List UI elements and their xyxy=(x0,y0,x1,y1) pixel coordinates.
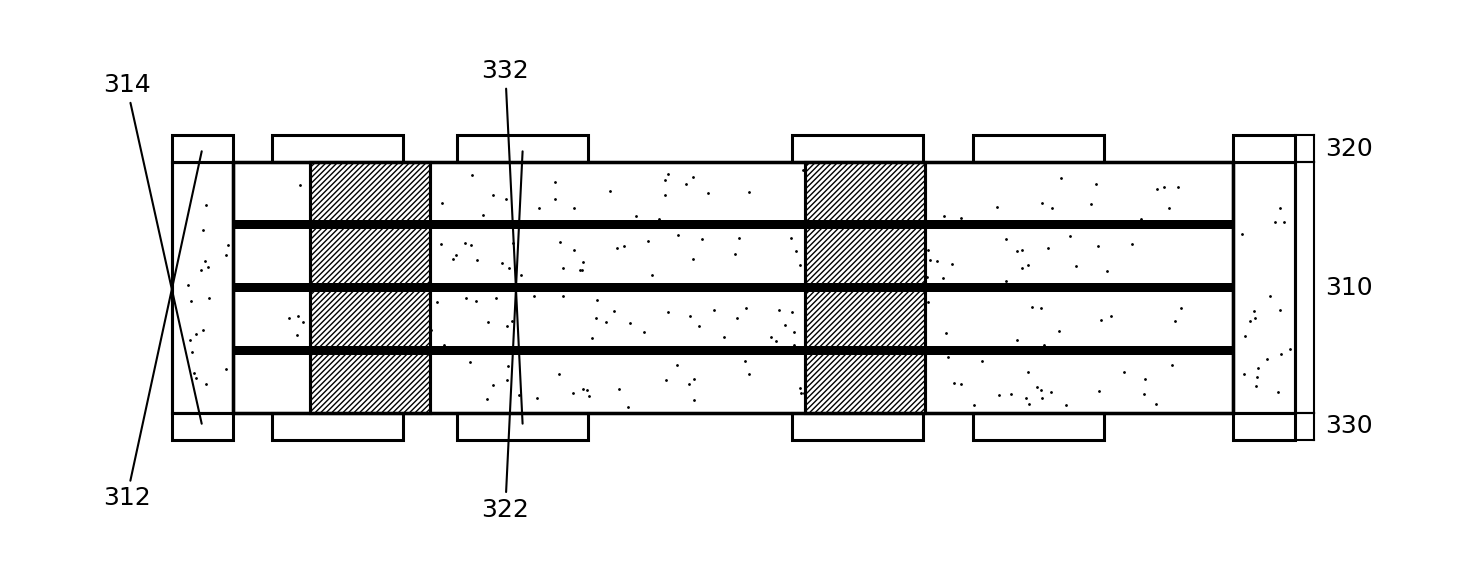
Text: 330: 330 xyxy=(1325,415,1373,439)
Bar xyxy=(232,162,1234,413)
Bar xyxy=(232,225,1234,288)
Text: 332: 332 xyxy=(481,59,529,424)
Bar xyxy=(232,220,1234,229)
Text: 322: 322 xyxy=(481,151,529,522)
Bar xyxy=(1234,162,1295,413)
Text: 312: 312 xyxy=(102,151,202,510)
Bar xyxy=(232,162,1234,225)
Bar xyxy=(272,135,404,162)
Bar xyxy=(310,162,430,413)
Bar xyxy=(792,413,923,440)
Bar xyxy=(972,135,1104,162)
Bar xyxy=(232,350,1234,413)
Bar xyxy=(806,162,924,413)
Text: 310: 310 xyxy=(1325,275,1373,300)
Text: 320: 320 xyxy=(1325,136,1373,160)
Bar xyxy=(171,413,232,440)
Bar xyxy=(232,288,1234,350)
Bar xyxy=(272,413,404,440)
Bar xyxy=(171,135,232,162)
Bar xyxy=(171,162,232,413)
Bar xyxy=(232,283,1234,292)
Bar xyxy=(458,413,588,440)
Bar xyxy=(1234,135,1295,162)
Bar xyxy=(232,346,1234,355)
Text: 314: 314 xyxy=(102,74,202,424)
Bar xyxy=(1234,162,1295,413)
Bar xyxy=(458,135,588,162)
Bar xyxy=(806,162,924,413)
Bar xyxy=(171,162,232,413)
Bar xyxy=(1234,413,1295,440)
Bar xyxy=(972,413,1104,440)
Bar xyxy=(310,162,430,413)
Bar xyxy=(792,135,923,162)
